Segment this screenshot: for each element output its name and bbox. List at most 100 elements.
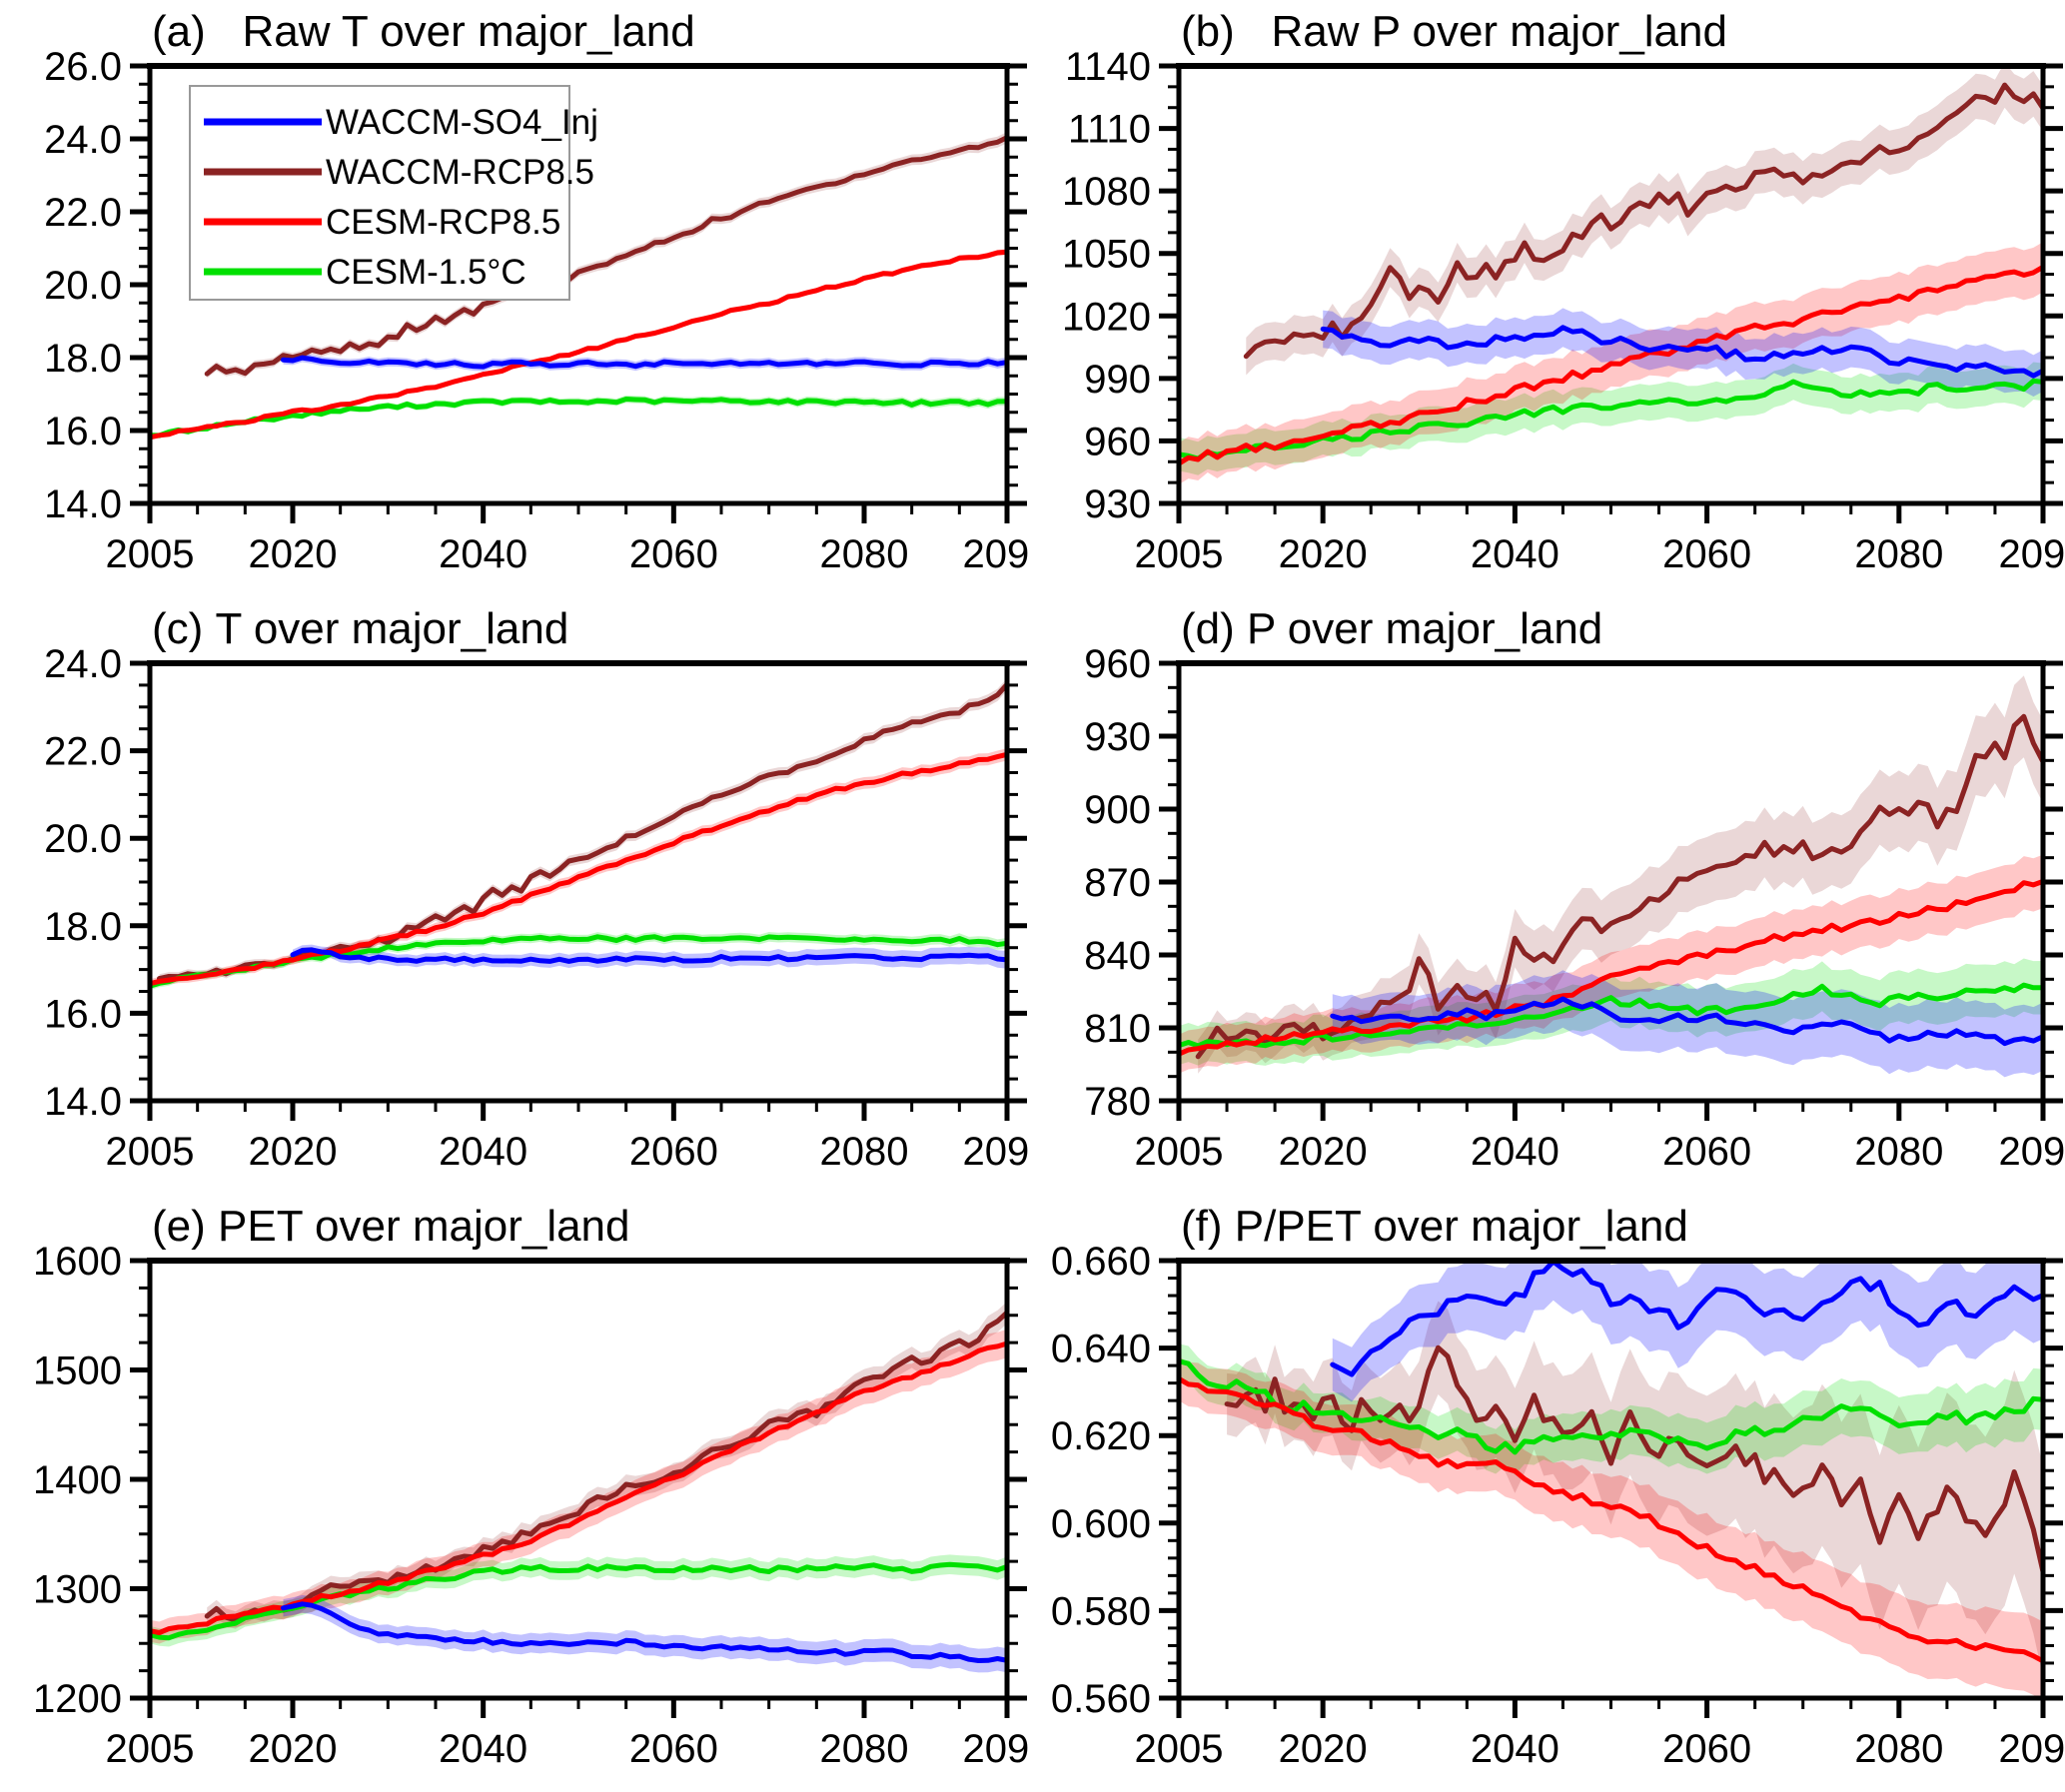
x-tick-label: 2095	[963, 532, 1029, 576]
confidence-bands	[1179, 66, 2043, 484]
band-CESM-1.5C	[150, 395, 1007, 439]
x-tick-label: 2040	[1471, 532, 1559, 576]
line-CESM-RCP8.5	[1179, 264, 2043, 466]
legend: WACCM-SO4_Inj WACCM-RCP8.5 CESM-RCP8.5 CESM…	[189, 85, 598, 301]
line-CESM-1.5C	[1179, 982, 2043, 1049]
legend-label: CESM-RCP8.5	[326, 203, 560, 242]
series-lines	[1179, 713, 2043, 1060]
y-tick-label: 22.0	[44, 730, 122, 774]
x-tick-label: 2095	[963, 1727, 1029, 1771]
y-tick-label: 0.580	[1051, 1589, 1151, 1633]
x-tick-label: 2040	[439, 532, 527, 576]
x-tick-label: 2020	[1279, 1727, 1368, 1771]
panel-e: 1200 1300 1400 1500 1600 2005 2020 2040 2060 2080…	[0, 1195, 1029, 1792]
y-tick-label: 1200	[33, 1677, 122, 1721]
line-CESM-1.5C	[150, 397, 1007, 439]
x-tick-label: 2080	[820, 1130, 909, 1174]
x-tick-label: 2060	[629, 1130, 718, 1174]
series-lines	[150, 135, 1007, 441]
panel-c: 14.0 16.0 18.0 20.0 22.0 24.0 2005 2020 2040 2060…	[0, 597, 1029, 1195]
panel-title: (b) Raw P over major_land	[1181, 7, 1727, 56]
series-lines	[1179, 82, 2043, 466]
axes: 780 810 840 870 900 930 960 2005 2020 2040 2060 208…	[1084, 642, 2065, 1174]
chart-c: 14.0 16.0 18.0 20.0 22.0 24.0 2005 2020 2040 2060…	[44, 604, 1029, 1174]
line-WACCM-SO4_Inj	[1330, 1261, 2043, 1377]
panel-a: 14.0 16.0 18.0 20.0 22.0 24.0 26.0 2005 2020 2040…	[0, 0, 1029, 597]
panel-title: (f) P/PET over major_land	[1181, 1202, 1688, 1251]
panel-title: (c) T over major_land	[152, 604, 568, 653]
y-tick-label: 26.0	[44, 45, 122, 89]
y-tick-label: 20.0	[44, 264, 122, 308]
x-tick-label: 2005	[106, 1727, 195, 1771]
line-CESM-RCP8.5	[1179, 878, 2043, 1057]
y-tick-label: 16.0	[44, 992, 122, 1036]
y-tick-label: 0.600	[1051, 1502, 1151, 1546]
band-WACCM-SO4_Inj	[1323, 308, 2043, 397]
y-tick-label: 990	[1084, 358, 1151, 402]
y-tick-label: 930	[1084, 715, 1151, 759]
band-WACCM-RCP8.5	[207, 1302, 1007, 1629]
line-WACCM-RCP8.5	[1243, 82, 2043, 360]
y-tick-label: 930	[1084, 482, 1151, 526]
y-tick-label: 1140	[1065, 45, 1151, 89]
line-WACCM-SO4_Inj	[1330, 996, 2043, 1047]
x-tick-label: 2040	[439, 1130, 527, 1174]
x-tick-label: 2080	[1854, 1727, 1943, 1771]
panel-title: (d) P over major_land	[1181, 604, 1602, 653]
y-tick-label: 1600	[33, 1240, 122, 1284]
chart-e: 1200 1300 1400 1500 1600 2005 2020 2040 2060 2080…	[33, 1202, 1029, 1771]
axes: 14.0 16.0 18.0 20.0 22.0 24.0 2005 2020 2040 2060…	[44, 642, 1029, 1174]
x-tick-label: 2005	[1135, 1130, 1224, 1174]
x-tick-label: 2020	[249, 1727, 338, 1771]
x-tick-label: 2020	[1279, 532, 1368, 576]
y-tick-label: 870	[1084, 861, 1151, 905]
axes: 14.0 16.0 18.0 20.0 22.0 24.0 26.0 2005 2020 2040…	[44, 45, 1029, 576]
band-WACCM-SO4_Inj	[1332, 970, 2043, 1078]
band-CESM-1.5C	[150, 932, 1007, 991]
y-tick-label: 960	[1084, 420, 1151, 463]
y-tick-label: 24.0	[44, 118, 122, 162]
legend-label: CESM-1.5°C	[326, 253, 526, 292]
line-CESM-RCP8.5	[1179, 1375, 2043, 1664]
series-lines	[150, 681, 1007, 989]
legend-label: WACCM-RCP8.5	[326, 153, 594, 192]
x-tick-label: 2005	[106, 1130, 195, 1174]
x-tick-label: 2040	[1471, 1727, 1559, 1771]
y-tick-label: 24.0	[44, 642, 122, 686]
x-tick-label: 2020	[249, 532, 338, 576]
x-tick-label: 2060	[1662, 1130, 1751, 1174]
y-tick-label: 18.0	[44, 905, 122, 949]
line-WACCM-RCP8.5	[204, 1310, 1007, 1623]
confidence-bands	[150, 678, 1007, 991]
panel-title: (e) PET over major_land	[152, 1202, 630, 1251]
axes: 1200 1300 1400 1500 1600 2005 2020 2040 2060 2080…	[33, 1240, 1029, 1771]
x-tick-label: 2095	[1999, 532, 2065, 576]
confidence-bands	[150, 1302, 1007, 1673]
y-tick-label: 0.620	[1051, 1414, 1151, 1458]
x-tick-label: 2080	[1854, 1130, 1943, 1174]
x-tick-label: 2080	[820, 532, 909, 576]
line-CESM-RCP8.5	[150, 1341, 1007, 1635]
y-tick-label: 780	[1084, 1080, 1151, 1124]
x-tick-label: 2080	[1854, 532, 1943, 576]
x-tick-label: 2005	[106, 532, 195, 576]
y-tick-label: 20.0	[44, 817, 122, 861]
line-WACCM-SO4_Inj	[290, 947, 1007, 964]
axes: 0.560 0.580 0.600 0.620 0.640 0.660 2005 2020 20…	[1051, 1240, 2065, 1771]
band-WACCM-RCP8.5	[1227, 1301, 2043, 1677]
band-CESM-1.5C	[150, 1554, 1007, 1647]
y-tick-label: 1020	[1062, 295, 1151, 339]
y-tick-label: 14.0	[44, 1080, 122, 1124]
y-tick-label: 16.0	[44, 410, 122, 453]
chart-a: 14.0 16.0 18.0 20.0 22.0 24.0 26.0 2005 2020 2040…	[44, 7, 1029, 576]
line-WACCM-SO4_Inj	[1320, 325, 2043, 379]
x-tick-label: 2005	[1135, 532, 1224, 576]
series-lines	[150, 1310, 1007, 1663]
chart-b: 930 960 990 1020 1050 1080 1110 1140 2005 2020 204…	[1062, 7, 2065, 576]
band-CESM-RCP8.5	[1179, 854, 2043, 1074]
axes: 930 960 990 1020 1050 1080 1110 1140 2005 2020 204…	[1062, 45, 2065, 576]
line-CESM-RCP8.5	[150, 751, 1007, 987]
y-tick-label: 810	[1084, 1007, 1151, 1051]
